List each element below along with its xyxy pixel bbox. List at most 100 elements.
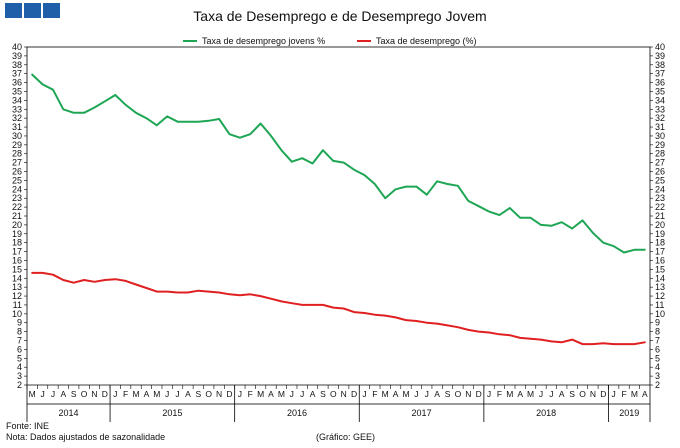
month-label: A (185, 389, 191, 399)
month-label: M (506, 389, 513, 399)
y-tick-label: 10 (12, 309, 22, 319)
y-tick-label: 30 (655, 131, 665, 141)
month-label: D (476, 389, 482, 399)
month-label: M (29, 389, 36, 399)
y-tick-label: 11 (13, 300, 22, 310)
y-tick-label: 31 (12, 122, 22, 132)
y-tick-label: 23 (655, 193, 665, 203)
month-label: N (341, 389, 347, 399)
series-line (31, 73, 646, 254)
month-label: O (330, 389, 337, 399)
y-tick-label: 23 (12, 193, 22, 203)
y-tick-label: 27 (12, 158, 22, 168)
month-label: M (132, 389, 139, 399)
y-tick-label: 34 (655, 95, 665, 105)
month-label: S (320, 389, 326, 399)
month-label: M (527, 389, 534, 399)
month-label: J (539, 389, 543, 399)
chart-title: Taxa de Desemprego e de Desemprego Jovem (193, 8, 486, 24)
y-tick-label: 10 (655, 309, 665, 319)
y-tick-label: 3 (655, 371, 660, 381)
y-tick-label: 18 (655, 238, 665, 248)
month-label: J (549, 389, 553, 399)
y-tick-label: 14 (12, 273, 22, 283)
year-label: 2018 (536, 408, 556, 418)
y-tick-label: 2 (17, 380, 22, 390)
month-label: S (71, 389, 77, 399)
y-tick-label: 15 (655, 264, 665, 274)
logo-block (24, 3, 41, 18)
y-tick-label: 26 (12, 167, 22, 177)
month-label: D (351, 389, 357, 399)
month-label: O (455, 389, 462, 399)
month-label: J (238, 389, 242, 399)
month-label: A (310, 389, 316, 399)
y-tick-label: 31 (655, 122, 665, 132)
month-label: J (414, 389, 418, 399)
month-label: N (91, 389, 97, 399)
year-label: 2019 (619, 408, 639, 418)
month-label: N (216, 389, 222, 399)
month-label: N (590, 389, 596, 399)
month-label: D (226, 389, 232, 399)
year-label: 2016 (287, 408, 307, 418)
month-label: M (382, 389, 389, 399)
y-tick-label: 36 (655, 78, 665, 88)
y-tick-label: 33 (12, 104, 22, 114)
month-label: F (248, 389, 253, 399)
year-label: 2014 (59, 408, 79, 418)
y-tick-label: 29 (655, 140, 665, 150)
month-label: M (153, 389, 160, 399)
month-label: O (579, 389, 586, 399)
month-label: S (569, 389, 575, 399)
y-tick-label: 21 (12, 211, 22, 221)
month-label: J (425, 389, 429, 399)
y-tick-label: 19 (655, 229, 665, 239)
x-axis-years: 2014 2015 2016 2017 2018 2019 (59, 385, 639, 422)
y-tick-label: 37 (12, 69, 22, 79)
y-tick-label: 4 (655, 362, 660, 372)
y-tick-label: 9 (17, 318, 22, 328)
logo-block (43, 3, 60, 18)
y-tick-label: 16 (655, 255, 665, 265)
y-tick-label: 38 (12, 60, 22, 70)
month-label: A (517, 389, 523, 399)
legend-label: Taxa de desemprego jovens % (202, 36, 325, 46)
y-tick-label: 5 (655, 353, 660, 363)
month-label: J (175, 389, 179, 399)
month-label: M (631, 389, 638, 399)
month-label: O (205, 389, 212, 399)
month-label: F (621, 389, 626, 399)
y-tick-label: 8 (17, 327, 22, 337)
y-tick-label: 8 (655, 327, 660, 337)
month-label: S (195, 389, 201, 399)
y-tick-label: 12 (655, 291, 665, 301)
y-tick-label: 24 (655, 184, 665, 194)
y-tick-label: 20 (12, 220, 22, 230)
y-tick-label: 11 (655, 300, 664, 310)
month-label: A (61, 389, 67, 399)
year-label: 2015 (162, 408, 182, 418)
y-tick-label: 2 (655, 380, 660, 390)
y-tick-label: 28 (655, 149, 665, 159)
y-tick-label: 17 (655, 247, 665, 257)
logo-block (5, 3, 22, 18)
y-tick-label: 16 (12, 255, 22, 265)
month-label: A (642, 389, 648, 399)
y-tick-label: 14 (655, 273, 665, 283)
y-axis-left: 2345678910111213141516171819202122232425… (12, 42, 27, 390)
y-tick-label: 5 (17, 353, 22, 363)
month-label: J (113, 389, 117, 399)
y-tick-label: 20 (655, 220, 665, 230)
month-label: J (165, 389, 169, 399)
y-tick-label: 22 (655, 202, 665, 212)
source-note: Fonte: INE (6, 421, 49, 431)
month-label: S (445, 389, 451, 399)
month-label: J (290, 389, 294, 399)
y-tick-label: 6 (655, 344, 660, 354)
y-tick-label: 37 (655, 69, 665, 79)
gee-logo (5, 3, 60, 18)
y-tick-label: 39 (655, 51, 665, 61)
